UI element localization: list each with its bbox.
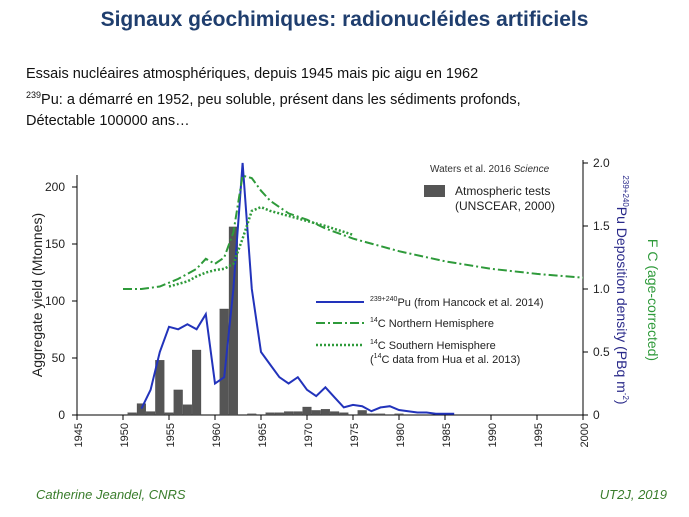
bar-1958: [192, 349, 202, 416]
x-tick-label: 1995: [533, 423, 545, 447]
legend-label-c14-south: 14C Southern Hemisphere: [370, 339, 496, 352]
legend-label-c14-south-line2: (14C data from Hua et al. 2013): [370, 353, 520, 366]
bar-1951: [127, 412, 137, 416]
citation-text: Waters et al. 2016 Science: [430, 164, 550, 175]
chart: 1945 1950 1955 1960 1965 1970 1975 1980 1985 1990…: [29, 156, 661, 447]
bar-1971: [311, 410, 321, 416]
right-axis-label-pu: 239+240Pu Deposition density (PBq m-2): [614, 175, 630, 404]
legend-label-c14-north: 14C Northern Hemisphere: [370, 317, 494, 330]
x-tick-label: 1980: [395, 423, 407, 447]
bar-1970: [302, 406, 312, 416]
bar-1962: [228, 226, 238, 416]
slide-title: Signaux géochimiques: radionucléides art…: [100, 8, 589, 31]
bar-1964: [247, 413, 257, 416]
right-tick-label: 1.5: [593, 219, 610, 233]
left-tick-label: 100: [45, 294, 65, 308]
bar-1954: [155, 360, 165, 416]
bar-1952: [136, 403, 146, 416]
left-tick-label: 0: [58, 408, 65, 422]
bar-1966: [265, 412, 275, 416]
x-axis-ticks: 1945 1950 1955 1960 1965 1970 1975 1980 1985 1990…: [73, 415, 591, 447]
left-tick-label: 150: [45, 237, 65, 251]
right-axis-ticks: 0 0.5 1.0 1.5 2.0: [583, 156, 610, 422]
x-tick-label: 2000: [579, 423, 591, 447]
bar-1978: [376, 413, 386, 416]
left-tick-label: 200: [45, 180, 65, 194]
bullet-2-text: Pu: a démarré en 1952, peu soluble, prés…: [41, 91, 521, 108]
bar-1955: [164, 412, 174, 416]
bar-1956: [173, 389, 183, 416]
bullet-1: Essais nucléaires atmosphériques, depuis…: [26, 66, 479, 82]
bar-1974: [339, 412, 349, 416]
x-tick-label: 1970: [303, 423, 315, 447]
legend-label-atmospheric-tests: Atmospheric tests: [455, 184, 550, 198]
bar-1977: [366, 413, 376, 416]
bar-1953: [146, 411, 156, 416]
bullet-2-sup: 239: [26, 90, 42, 100]
x-tick-label: 1965: [257, 423, 269, 447]
left-tick-label: 50: [52, 351, 66, 365]
legend-label-atmospheric-tests-line2: (UNSCEAR, 2000): [455, 199, 555, 213]
right-tick-label: 1.0: [593, 282, 610, 296]
footer-venue: UT2J, 2019: [599, 487, 667, 502]
bar-1980: [394, 413, 404, 416]
bar-1969: [293, 411, 303, 416]
x-tick-label: 1955: [165, 423, 177, 447]
bullet-2: 239Pu: a démarré en 1952, peu soluble, p…: [26, 85, 666, 111]
x-tick-label: 1950: [119, 423, 131, 447]
bar-1967: [274, 412, 284, 416]
right-axis-label-c14: F C (age-corrected): [645, 239, 661, 361]
bullet-3: Détectable 100000 ans…: [26, 112, 190, 129]
bullet-list: Essais nucléaires atmosphériques, depuis…: [26, 64, 666, 132]
series-line-1: [123, 174, 584, 290]
bar-1961: [219, 308, 229, 416]
left-axis-label: Aggregate yield (Mtonnes): [29, 213, 45, 377]
legend-label-pu: 239+240Pu (from Hancock et al. 2014): [370, 296, 544, 309]
bar-1973: [330, 411, 340, 416]
right-tick-label: 0.5: [593, 345, 610, 359]
bar-series: [127, 226, 404, 416]
footer-author: Catherine Jeandel, CNRS: [36, 487, 186, 502]
bar-1968: [284, 411, 294, 416]
series-line-2: [168, 205, 354, 288]
bar-1972: [320, 409, 330, 416]
line-series: [123, 162, 584, 415]
right-tick-label: 2.0: [593, 156, 610, 170]
legend-swatch-atmospheric-tests: [424, 185, 445, 197]
legend: Atmospheric tests (UNSCEAR, 2000) 239+24…: [316, 184, 555, 366]
x-tick-label: 1975: [349, 423, 361, 447]
series-line-0: [140, 162, 455, 415]
left-axis-ticks: 0 50 100 150 200: [45, 180, 77, 422]
bar-1957: [182, 404, 192, 416]
right-tick-label: 0: [593, 408, 600, 422]
bar-1976: [357, 410, 367, 416]
x-tick-label: 1945: [73, 423, 85, 447]
x-tick-label: 1985: [441, 423, 453, 447]
x-tick-label: 1990: [487, 423, 499, 447]
x-tick-label: 1960: [211, 423, 223, 447]
